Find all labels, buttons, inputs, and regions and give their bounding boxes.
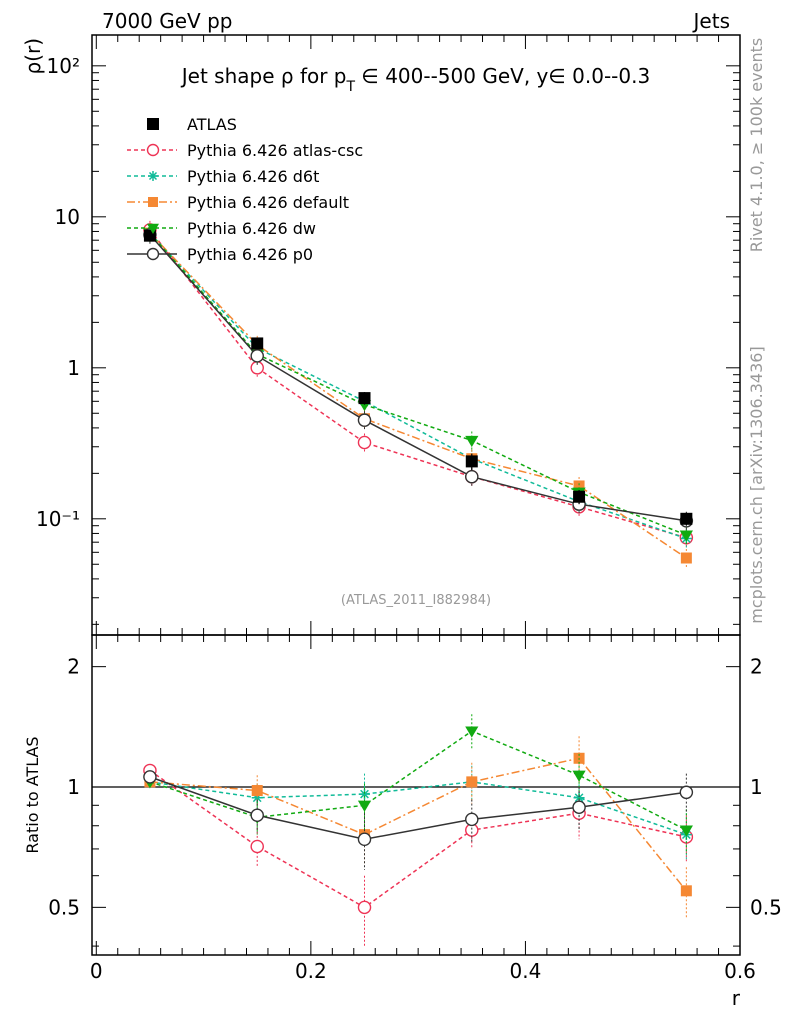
atlas-data <box>143 229 693 526</box>
y-tick-label: 1 <box>67 356 80 380</box>
legend-label: Pythia 6.426 d6t <box>187 167 319 186</box>
ratio-tick-label: 0.5 <box>48 895 80 919</box>
ratio-tick-label: 1 <box>67 775 80 799</box>
legend-entry: Pythia 6.426 atlas-csc <box>127 141 363 160</box>
atlas-point <box>358 392 371 405</box>
ratio-point <box>466 776 478 788</box>
ratio-series-1 <box>144 765 692 860</box>
ratio-point <box>680 885 692 897</box>
ratio-point <box>357 900 372 915</box>
ratio-point <box>573 792 585 804</box>
chart-title-prefix: Jet shape ρ for p <box>180 64 347 88</box>
ratio-line <box>149 769 687 909</box>
ratio-point <box>250 808 264 822</box>
ratio-point <box>679 825 693 837</box>
series-line <box>149 229 687 539</box>
series-line <box>149 232 687 540</box>
legend-marker <box>148 171 158 181</box>
legend-entry: Pythia 6.426 default <box>127 193 349 212</box>
analysis-tag: (ATLAS_2011_I882984) <box>341 593 491 608</box>
ratio-point <box>465 726 479 738</box>
series-1 <box>144 224 692 548</box>
legend-entry: Pythia 6.426 p0 <box>127 245 313 264</box>
ratio-point <box>250 839 264 854</box>
x-axis-label: r <box>732 986 741 1010</box>
ratio-line <box>149 781 687 836</box>
ratio-series-2 <box>144 736 692 919</box>
series-point <box>250 349 264 363</box>
atlas-point <box>573 490 586 503</box>
rivet-label: Rivet 4.1.0, ≥ 100k events <box>747 38 766 252</box>
legend-label: Pythia 6.426 dw <box>187 219 316 238</box>
chart-title-sub: T <box>346 79 356 95</box>
ratio-point <box>572 770 586 782</box>
series-line <box>149 234 687 522</box>
header-jets: Jets <box>692 9 730 33</box>
x-tick-label: 0.4 <box>510 959 542 983</box>
legend-marker <box>147 118 159 130</box>
atlas-point <box>465 455 478 468</box>
chart-title: Jet shape ρ for pT ∈ 400--500 GeV, y∈ 0.… <box>180 64 650 95</box>
legend-marker <box>146 143 160 157</box>
series-point <box>573 480 585 492</box>
y-tick-label: 10⁻¹ <box>36 507 80 531</box>
ratio-point <box>251 785 263 797</box>
x-tick-label: 0.2 <box>295 959 327 983</box>
atlas-point <box>680 512 693 525</box>
series-0 <box>143 220 694 547</box>
ratio-series-3 <box>143 714 693 854</box>
series-4 <box>143 225 694 530</box>
mcplots-label: mcplots.cern.ch [arXiv:1306.3436] <box>747 346 766 623</box>
series-3 <box>143 224 693 545</box>
ratio-panel-frame <box>91 634 741 956</box>
y-axis-label: ρ(r) <box>21 38 45 75</box>
header-energy: 7000 GeV pp <box>102 9 233 33</box>
ratio-point <box>143 770 157 784</box>
ratio-point <box>357 832 372 847</box>
ratio-series-0 <box>143 763 694 947</box>
x-tick-label: 0 <box>90 959 103 983</box>
ratio-point <box>251 792 263 804</box>
legend-marker <box>146 247 160 261</box>
atlas-point <box>251 337 264 350</box>
series-point <box>680 552 692 564</box>
series-point <box>465 469 479 484</box>
legend-label: Pythia 6.426 atlas-csc <box>187 141 363 160</box>
legend-entry: Pythia 6.426 d6t <box>127 167 319 186</box>
ratio-line <box>149 730 687 831</box>
ratio-point <box>359 788 371 800</box>
ratio-point <box>679 785 694 800</box>
ratio-line <box>149 776 687 841</box>
y-tick-label: 10² <box>47 54 80 78</box>
series-line <box>149 232 687 559</box>
legend-label: ATLAS <box>187 115 237 134</box>
series-point <box>357 435 372 450</box>
legend-label: Pythia 6.426 default <box>187 193 349 212</box>
ratio-tick-label: 2 <box>67 655 80 679</box>
series-point <box>465 435 479 448</box>
legend-label: Pythia 6.426 p0 <box>187 245 313 264</box>
ratio-series-4 <box>143 770 694 871</box>
x-tick-label: 0.6 <box>724 959 756 983</box>
legend-entry: Pythia 6.426 dw <box>127 219 316 238</box>
series-point <box>679 530 693 542</box>
ratio-tick-label-right: 2 <box>750 655 763 679</box>
legend-marker <box>147 223 159 234</box>
ratio-axis-label: Ratio to ATLAS <box>23 736 42 853</box>
legend-marker <box>148 197 158 207</box>
chart-title-suffix: ∈ 400--500 GeV, y∈ 0.0--0.3 <box>355 64 650 88</box>
y-tick-label: 10 <box>55 205 80 229</box>
series-line <box>149 232 687 536</box>
ratio-point <box>465 812 479 827</box>
series-point <box>357 413 372 427</box>
ratio-tick-label-right: 1 <box>750 775 763 799</box>
ratio-point <box>572 800 586 814</box>
ratio-point <box>357 800 372 812</box>
ratio-tick-label-right: 0.5 <box>750 895 782 919</box>
ratio-line <box>149 757 687 892</box>
legend-entry: ATLAS <box>147 115 237 134</box>
